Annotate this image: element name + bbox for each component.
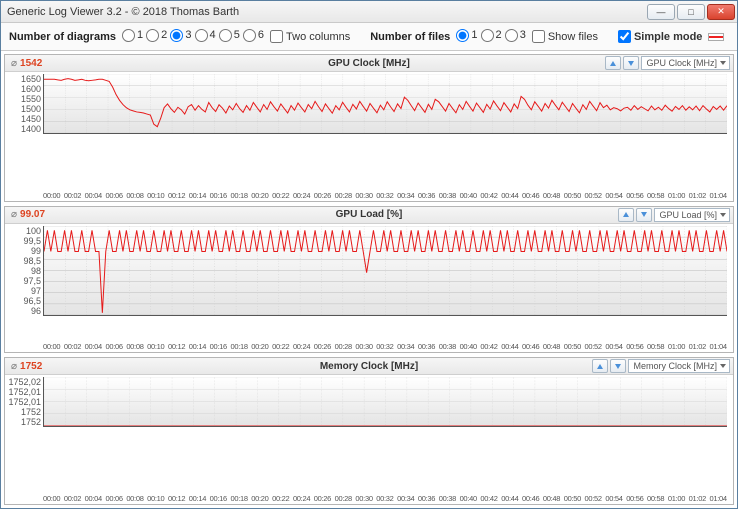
diagrams-option-3[interactable]: 3 [170,29,191,42]
diagrams-option-4[interactable]: 4 [195,29,216,42]
panel-body: 10099,59998,59897,59796,596 00:0000:0200:… [5,224,733,353]
toolbar: Number of diagrams 1 2 3 4 5 6 Two colum… [1,23,737,51]
plot-area[interactable] [43,226,727,316]
panel-title: Memory Clock [MHz] [320,361,418,372]
panel-header: ⌀1752 Memory Clock [MHz] Memory Clock [MHz… [5,358,733,375]
diagrams-radio-group: 1 2 3 4 5 6 [122,29,264,45]
files-option-3[interactable]: 3 [505,29,526,42]
panel-title: GPU Load [%] [336,209,403,220]
files-option-1[interactable]: 1 [456,29,477,42]
arrow-up-icon [610,61,616,66]
panel-header: ⌀99.07 GPU Load [%] GPU Load [%] [5,207,733,224]
window-title: Generic Log Viewer 3.2 - © 2018 Thomas B… [7,6,645,18]
files-count-label: Number of files [370,31,450,43]
panel-title: GPU Clock [MHz] [328,58,410,69]
metric-dropdown[interactable]: GPU Clock [MHz] [641,56,730,70]
panel-up-button[interactable] [605,56,621,70]
simple-mode-checkbox[interactable]: Simple mode [618,30,702,43]
show-files-checkbox[interactable]: Show files [532,30,598,43]
y-axis: 10099,59998,59897,59796,596 [5,224,43,330]
diagrams-option-6[interactable]: 6 [243,29,264,42]
files-radio-group: 1 2 3 [456,29,526,45]
diagrams-option-1[interactable]: 1 [122,29,143,42]
panel-down-button[interactable] [636,208,652,222]
files-option-2[interactable]: 2 [481,29,502,42]
arrow-down-icon [615,364,621,369]
series-legend-swatch [708,33,724,41]
arrow-down-icon [628,61,634,66]
panel-up-button[interactable] [618,208,634,222]
arrow-up-icon [623,212,629,217]
minimize-button[interactable]: — [647,4,675,20]
avg-value: ⌀1752 [11,361,42,372]
panel-body: 165016001550150014501400 00:0000:0200:040… [5,72,733,201]
plot-area[interactable] [43,377,727,427]
maximize-button[interactable]: □ [677,4,705,20]
y-axis: 165016001550150014501400 [5,72,43,148]
arrow-down-icon [641,212,647,217]
y-axis: 1752,021752,011752,0117521752 [5,375,43,441]
diagrams-option-2[interactable]: 2 [146,29,167,42]
metric-dropdown[interactable]: GPU Load [%] [654,208,730,222]
two-columns-checkbox[interactable]: Two columns [270,30,350,43]
arrow-up-icon [597,364,603,369]
panel-body: 1752,021752,011752,0117521752 00:0000:020… [5,375,733,504]
x-axis: 00:0000:0200:0400:0600:0800:1000:1200:14… [43,342,727,351]
panel-header: ⌀1542 GPU Clock [MHz] GPU Clock [MHz] [5,55,733,72]
close-button[interactable]: ✕ [707,4,735,20]
diagrams-count-label: Number of diagrams [9,31,116,43]
panel-gpu_load: ⌀99.07 GPU Load [%] GPU Load [%] 10099,5999… [4,206,734,354]
titlebar: Generic Log Viewer 3.2 - © 2018 Thomas B… [1,1,737,23]
panel-down-button[interactable] [610,359,626,373]
x-axis: 00:0000:0200:0400:0600:0800:1000:1200:14… [43,494,727,503]
diagrams-option-5[interactable]: 5 [219,29,240,42]
panel-gpu_clock: ⌀1542 GPU Clock [MHz] GPU Clock [MHz] 16501… [4,54,734,202]
panel-up-button[interactable] [592,359,608,373]
plot-area[interactable] [43,74,727,134]
avg-value: ⌀99.07 [11,209,45,220]
panel-mem_clock: ⌀1752 Memory Clock [MHz] Memory Clock [MHz… [4,357,734,505]
panels-container: ⌀1542 GPU Clock [MHz] GPU Clock [MHz] 16501… [1,51,737,508]
x-axis: 00:0000:0200:0400:0600:0800:1000:1200:14… [43,191,727,200]
metric-dropdown[interactable]: Memory Clock [MHz] [628,359,730,373]
panel-down-button[interactable] [623,56,639,70]
avg-value: ⌀1542 [11,58,42,69]
